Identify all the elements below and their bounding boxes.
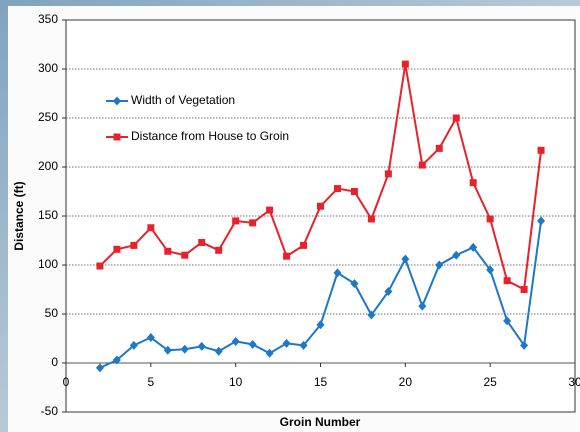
y-tick-label: 150	[38, 208, 58, 222]
legend-label: Distance from House to Groin	[131, 129, 289, 143]
x-tick-label: 0	[63, 375, 70, 389]
data-point	[130, 242, 137, 249]
y-tick-label: 350	[38, 12, 58, 26]
data-point	[351, 188, 358, 195]
y-tick-label: 0	[51, 355, 58, 369]
data-point	[215, 247, 222, 254]
x-tick-label: 5	[147, 375, 154, 389]
data-point	[266, 207, 273, 214]
y-tick-label: 200	[38, 159, 58, 173]
y-tick-label: 300	[38, 61, 58, 75]
y-axis-title: Distance (ft)	[12, 181, 26, 250]
data-point	[181, 252, 188, 259]
x-tick-label: 15	[314, 375, 328, 389]
x-tick-label: 20	[399, 375, 413, 389]
x-axis-title: Groin Number	[280, 415, 361, 429]
data-point	[521, 286, 528, 293]
data-point	[317, 203, 324, 210]
data-point	[164, 248, 171, 255]
data-point	[487, 215, 494, 222]
data-point	[96, 262, 103, 269]
x-tick-label: 25	[483, 375, 497, 389]
y-tick-label: 100	[38, 257, 58, 271]
data-point	[538, 147, 545, 154]
data-point	[436, 145, 443, 152]
legend-marker	[114, 134, 121, 141]
data-point	[453, 115, 460, 122]
data-point	[402, 61, 409, 68]
legend-label: Width of Vegetation	[131, 93, 235, 107]
x-tick-label: 30	[568, 375, 580, 389]
y-tick-label: 250	[38, 110, 58, 124]
data-point	[504, 277, 511, 284]
data-point	[113, 246, 120, 253]
data-point	[385, 170, 392, 177]
data-point	[198, 239, 205, 246]
y-tick-label: -50	[41, 404, 59, 418]
data-point	[249, 219, 256, 226]
data-point	[419, 162, 426, 169]
data-point	[232, 217, 239, 224]
data-point	[368, 215, 375, 222]
data-point	[283, 253, 290, 260]
data-point	[470, 179, 477, 186]
x-tick-label: 10	[229, 375, 243, 389]
data-point	[300, 242, 307, 249]
data-point	[334, 185, 341, 192]
chart: Distance (ft) Groin Number -500501001502…	[0, 0, 580, 432]
data-point	[147, 224, 154, 231]
y-tick-label: 50	[45, 306, 59, 320]
